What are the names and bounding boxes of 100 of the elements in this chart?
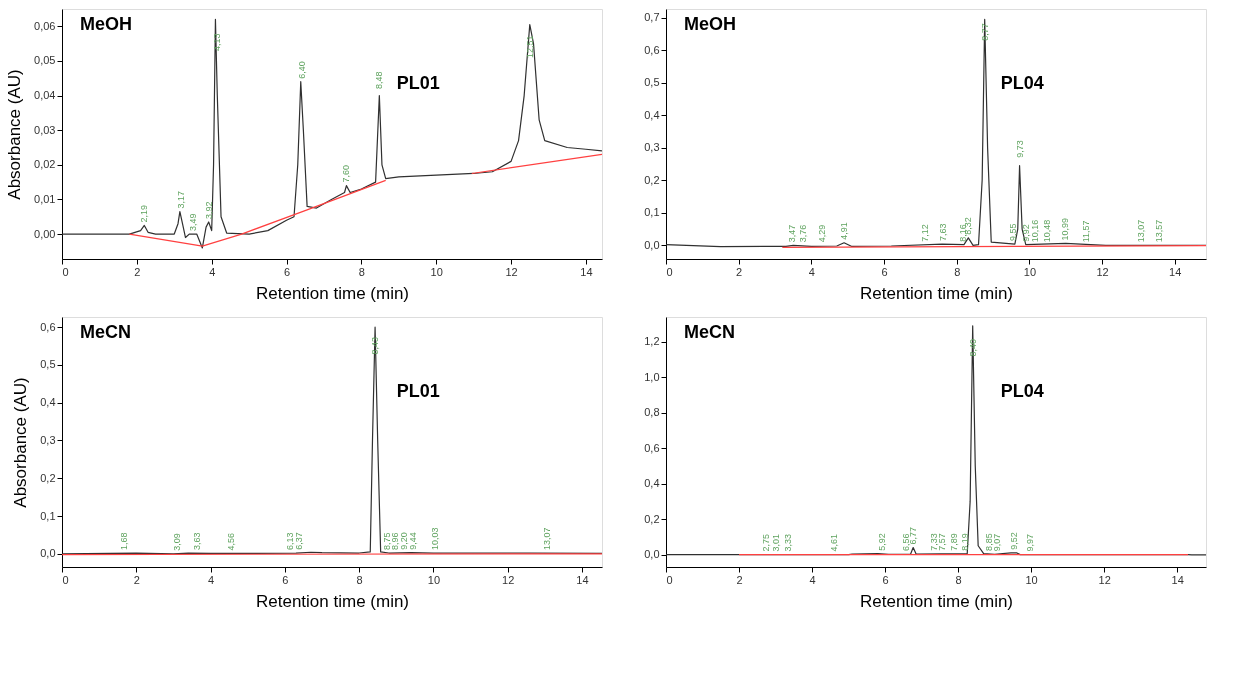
y-tick-label: 0,04	[34, 89, 56, 102]
y-tick-label: 0,2	[644, 512, 660, 525]
y-tick-label: 0,02	[34, 158, 56, 171]
annotation: 13,07	[1135, 219, 1146, 243]
annotation: 2,19	[138, 204, 149, 223]
y-tick-label: 0,2	[644, 173, 660, 186]
y-tick-label: 0,5	[40, 358, 56, 371]
y-tick-label: 0,6	[40, 320, 56, 333]
y-tick-label: 0,01	[34, 192, 56, 205]
x-tick-label: 10	[1023, 265, 1037, 278]
annotation: 9,55	[1008, 223, 1019, 242]
annotation: 9,92	[1021, 224, 1032, 242]
y-tick-label: 0,6	[644, 43, 660, 56]
annotation: 9,07	[992, 533, 1003, 552]
y-tick-label: 0,0	[644, 548, 660, 561]
annotation: 4,13	[211, 33, 222, 52]
annotation: 9,44	[407, 532, 418, 550]
annotation: 7,60	[341, 165, 352, 183]
y-tick-label: 0,2	[40, 471, 56, 484]
y-tick-label: 0,7	[644, 11, 660, 24]
y-tick-label: 1,0	[644, 370, 660, 383]
y-tick-label: 0,05	[34, 54, 56, 67]
x-tick-label: 6	[882, 573, 889, 586]
y-axis-title: Absorbance (AU)	[5, 69, 25, 200]
annotation: 4,91	[839, 222, 850, 240]
annotation: 8,85	[984, 533, 995, 551]
annotation: 8,40	[967, 339, 978, 357]
annotation: 13,07	[542, 527, 553, 551]
x-tick-label: 0	[666, 573, 673, 586]
annotation: 10,99	[1060, 217, 1071, 241]
annotation: 11,57	[1081, 220, 1092, 243]
annotation: 3,63	[191, 532, 202, 551]
y-tick-label: 0,1	[644, 206, 660, 219]
annotation: 6,13	[284, 532, 295, 551]
annotation: 7,12	[919, 224, 930, 242]
x-tick-label: 0	[62, 573, 69, 586]
annotation: 4,61	[829, 534, 840, 552]
x-tick-label: 14	[580, 265, 593, 278]
y-tick-label: 0,8	[644, 406, 660, 419]
annotation: 4,29	[816, 224, 827, 243]
annotation: 7,63	[938, 223, 949, 242]
annotation: 12,51	[525, 35, 536, 58]
y-axis-title: Absorbance (AU)	[11, 377, 31, 508]
y-tick-label: 0,6	[644, 441, 660, 454]
x-tick-label: 12	[502, 573, 515, 586]
x-tick-label: 2	[736, 265, 743, 278]
x-tick-label: 8	[955, 573, 962, 586]
y-tick-label: 0,3	[40, 433, 56, 446]
annotation: 3,49	[187, 213, 198, 232]
annotation: 10,03	[429, 527, 440, 551]
annotation: 8,75	[381, 532, 392, 551]
annotation: PL01	[396, 381, 440, 401]
annotation: MeOH	[80, 14, 133, 34]
annotation: MeCN	[80, 322, 132, 342]
y-tick-label: 0,06	[34, 19, 56, 32]
y-tick-label: 0,00	[34, 227, 56, 240]
annotation: 9,20	[398, 532, 409, 550]
x-tick-label: 2	[736, 573, 743, 586]
x-tick-label: 8	[954, 265, 961, 278]
y-tick-label: 0,0	[40, 547, 56, 560]
annotation: 8,19	[960, 533, 971, 551]
y-tick-label: 1,2	[644, 335, 660, 348]
annotation: 2,75	[761, 534, 772, 552]
y-tick-label: 0,3	[644, 141, 660, 154]
y-tick-label: 0,1	[40, 509, 56, 522]
x-tick-label: 4	[209, 265, 216, 278]
annotation: PL04	[1000, 381, 1044, 401]
y-tick-label: 0,5	[644, 76, 660, 89]
x-tick-label: 6	[283, 265, 291, 278]
annotation: 3,47	[787, 224, 798, 243]
annotation: 3,33	[782, 534, 793, 552]
x-tick-label: 12	[1098, 573, 1111, 586]
x-axis-title: Retention time (min)	[859, 283, 1014, 303]
annotation: 9,73	[1014, 140, 1025, 158]
x-tick-label: 2	[133, 573, 140, 586]
x-tick-label: 2	[134, 265, 141, 278]
annotation: 13,57	[1154, 219, 1165, 243]
x-tick-label: 4	[808, 265, 815, 278]
annotation: 10,48	[1041, 219, 1052, 243]
x-tick-label: 12	[505, 265, 518, 278]
x-tick-label: 14	[1171, 573, 1184, 586]
annotation: 10,16	[1030, 219, 1041, 243]
annotation: MeCN	[684, 322, 736, 342]
x-axis-title: Retention time (min)	[255, 591, 410, 611]
x-axis-title: Retention time (min)	[859, 591, 1014, 611]
y-tick-label: 0,03	[34, 123, 56, 136]
annotation: 6,37	[293, 532, 304, 550]
annotation: 6,40	[296, 61, 307, 79]
x-tick-label: 10	[1025, 573, 1038, 586]
y-tick-label: 0,4	[644, 477, 660, 490]
annotation: PL01	[396, 73, 440, 93]
x-tick-label: 14	[576, 573, 589, 586]
annotation: 7,89	[949, 533, 960, 551]
x-tick-label: 0	[666, 265, 673, 278]
x-tick-label: 6	[881, 265, 888, 278]
x-tick-label: 4	[207, 573, 215, 586]
x-tick-label: 4	[809, 573, 816, 586]
annotation: 9,97	[1025, 534, 1036, 552]
annotation: 3,01	[770, 534, 781, 552]
line-series	[62, 18, 602, 249]
